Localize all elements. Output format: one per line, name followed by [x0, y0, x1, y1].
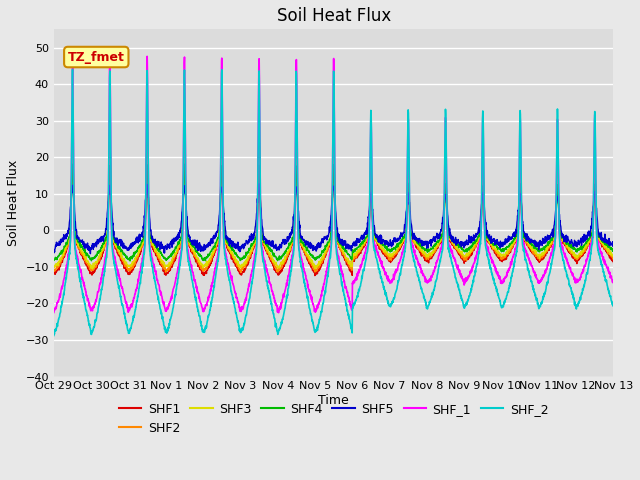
- Title: Soil Heat Flux: Soil Heat Flux: [276, 7, 391, 25]
- Legend: SHF1, SHF2, SHF3, SHF4, SHF5, SHF_1, SHF_2: SHF1, SHF2, SHF3, SHF4, SHF5, SHF_1, SHF…: [114, 397, 554, 440]
- X-axis label: Time: Time: [318, 394, 349, 407]
- Text: TZ_fmet: TZ_fmet: [68, 50, 125, 63]
- Y-axis label: Soil Heat Flux: Soil Heat Flux: [7, 160, 20, 246]
